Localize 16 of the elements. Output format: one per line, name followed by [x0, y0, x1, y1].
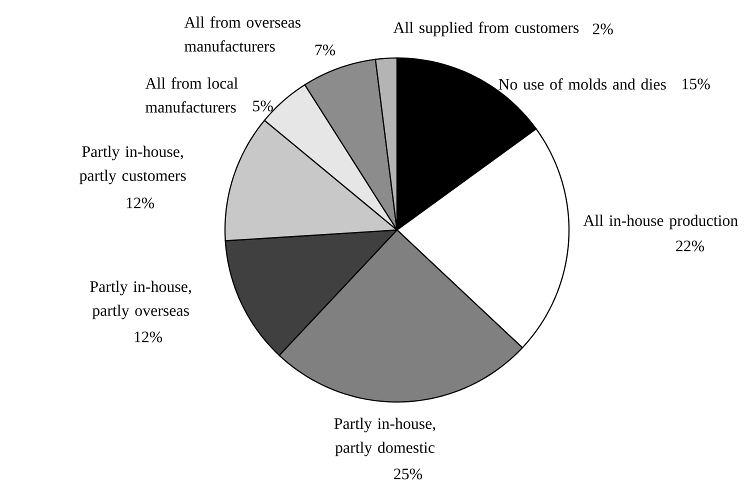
slice-label: Partly in-house, partly customers: [79, 146, 186, 184]
slice-label: All in-house production: [583, 214, 738, 230]
data-label: 7%: [315, 44, 336, 56]
data-label: 2%: [592, 24, 613, 34]
data-label: 12%: [134, 332, 162, 342]
slice-label: All supplied from customers: [393, 22, 579, 36]
data-label: 25%: [394, 468, 422, 480]
slice-label: All from local manufacturers: [145, 77, 238, 113]
data-label: 5%: [253, 100, 273, 112]
slice-label: No use of molds and dies: [498, 78, 666, 90]
slice-label: Partly in-house, partly overseas: [90, 280, 191, 320]
slice-label: All from overseas manufacturers: [184, 16, 300, 52]
data-label: 12%: [126, 198, 154, 208]
slice-label: Partly in-house, partly domestic: [334, 418, 436, 456]
data-label: 15%: [682, 78, 710, 90]
data-label: 22%: [676, 240, 704, 252]
